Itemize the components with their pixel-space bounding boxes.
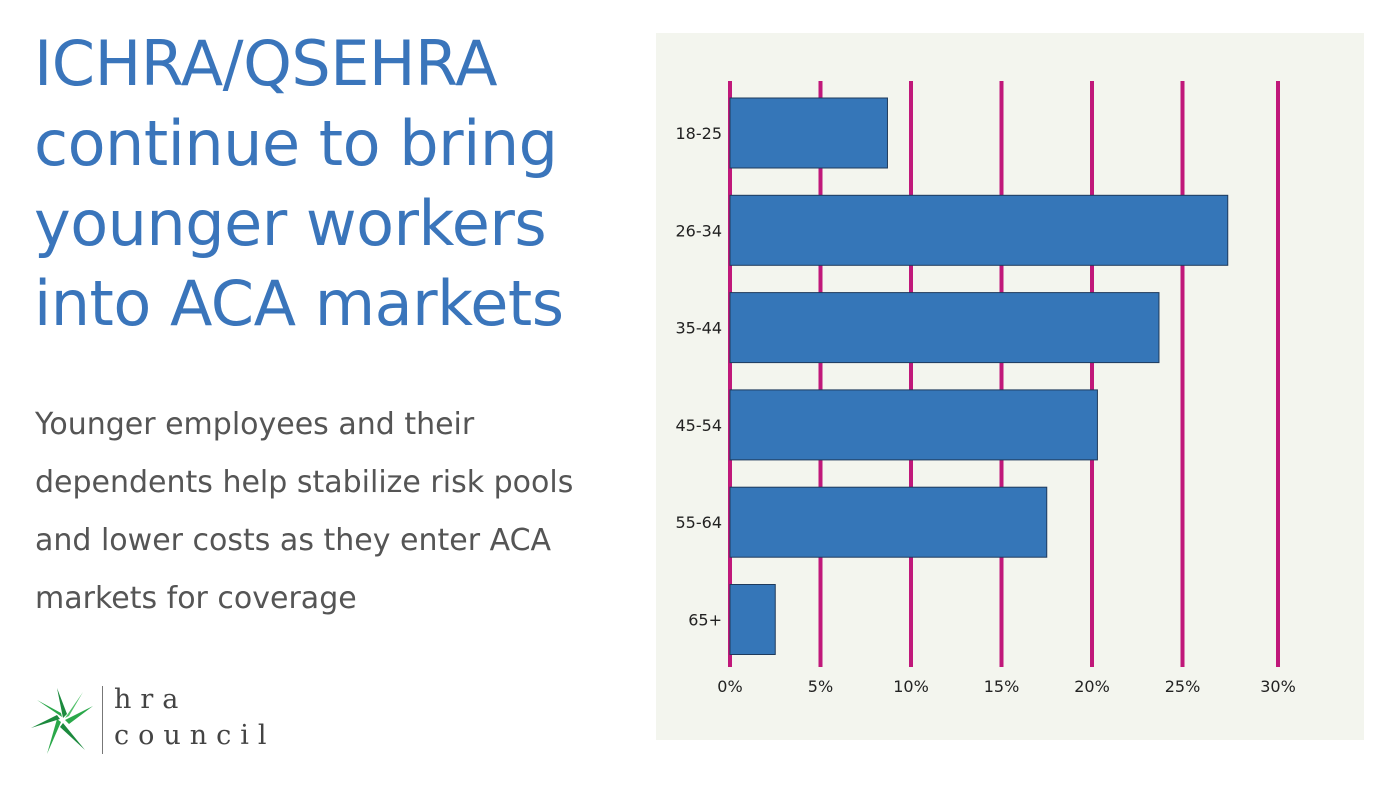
x-tick-label: 0% [717,677,742,696]
headline: ICHRA/QSEHRA continue to bring younger w… [34,24,634,344]
headline-line-1: ICHRA/QSEHRA [34,27,498,100]
body-text: Younger employees and their dependents h… [35,396,635,628]
hra-council-logo: hra council [30,682,290,762]
category-label: 18-25 [676,124,723,143]
category-label: 26-34 [676,221,723,240]
x-tick-label: 5% [808,677,833,696]
body-line-4: markets for coverage [35,581,357,616]
x-tick-label: 10% [893,677,929,696]
category-label: 55-64 [676,513,723,532]
logo-word-council: council [114,720,276,751]
category-label: 45-54 [676,416,723,435]
category-label: 35-44 [676,319,723,338]
body-line-2: dependents help stabilize risk pools [35,465,574,500]
x-tick-label: 30% [1260,677,1296,696]
x-tick-label: 25% [1165,677,1201,696]
bar-35-44 [729,292,1160,364]
chart-panel: 18-25 26-34 35-44 45-54 55-64 65+ 0% 5% 10% 15% 2… [656,33,1364,740]
star-burst-icon [31,688,93,754]
x-tick-label: 15% [984,677,1020,696]
logo-word-hra: hra [114,684,188,715]
bar-26-34 [729,194,1229,266]
category-label: 65+ [688,611,722,630]
bar-18-25 [729,97,888,169]
bar-55-64 [729,486,1048,558]
bar-65plus [729,584,776,655]
x-tick-label: 20% [1074,677,1110,696]
body-line-1: Younger employees and their [35,407,475,442]
headline-line-4: into ACA markets [34,267,564,340]
logo-divider [102,686,103,754]
age-distribution-bar-chart: 18-25 26-34 35-44 45-54 55-64 65+ 0% 5% 10% 15% 2… [676,81,1296,696]
bar-45-54 [729,389,1098,461]
headline-line-2: continue to bring [34,107,558,180]
gridlines [728,81,1280,667]
x-tick-labels: 0% 5% 10% 15% 20% 25% 30% [717,677,1295,696]
bars [729,97,1229,655]
category-labels: 18-25 26-34 35-44 45-54 55-64 65+ [676,124,723,630]
headline-line-3: younger workers [34,187,547,260]
body-line-3: and lower costs as they enter ACA [35,523,552,558]
